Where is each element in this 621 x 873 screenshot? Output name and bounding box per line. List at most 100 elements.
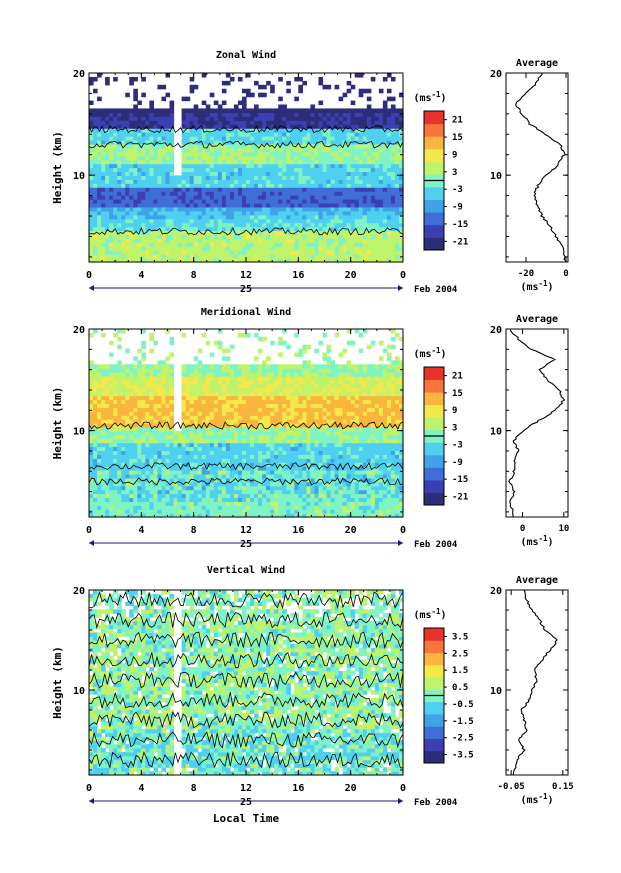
heatmap-cell	[189, 214, 195, 220]
heatmap-cell	[318, 462, 324, 467]
heatmap-cell	[282, 120, 287, 125]
heatmap-cell	[366, 485, 372, 491]
heatmap-cell	[338, 230, 344, 236]
heatmap-cell	[374, 222, 380, 228]
heatmap-cell	[366, 450, 372, 455]
heatmap-cell	[338, 450, 344, 455]
heatmap-cell	[213, 124, 219, 129]
heatmap-cell	[209, 214, 215, 220]
heatmap-cell	[342, 143, 348, 149]
heatmap-cell	[129, 218, 134, 224]
heatmap-cell	[258, 462, 263, 467]
heatmap-cell	[145, 505, 150, 510]
heatmap-cell	[137, 179, 142, 184]
heatmap-cell	[362, 108, 368, 113]
heatmap-cell	[141, 175, 146, 180]
heatmap-cell	[378, 234, 384, 239]
heatmap-cell	[165, 199, 171, 204]
heatmap-cell	[117, 206, 122, 212]
heatmap-cell	[374, 199, 380, 204]
heatmap-cell	[350, 218, 356, 224]
heatmap-cell	[362, 250, 368, 255]
heatmap-cell	[201, 258, 207, 263]
heatmap-cell	[165, 187, 171, 192]
heatmap-cell	[229, 513, 235, 518]
heatmap-cell	[350, 155, 356, 161]
heatmap-cell	[161, 485, 167, 491]
heatmap-cell	[314, 250, 320, 255]
heatmap-cell	[165, 210, 171, 216]
heatmap-cell	[133, 104, 138, 110]
heatmap-cell	[274, 128, 279, 133]
heatmap-cell	[221, 199, 227, 204]
heatmap-cell	[254, 139, 259, 145]
heatmap-cell	[346, 481, 352, 487]
heatmap-cell	[229, 234, 235, 239]
heatmap-cell	[193, 446, 199, 452]
heatmap-cell	[290, 175, 295, 180]
heatmap-cell	[298, 454, 303, 459]
heatmap-cell	[274, 202, 279, 208]
heatmap-cell	[390, 230, 396, 236]
heatmap-cell	[346, 120, 352, 125]
heatmap-cell	[157, 132, 163, 137]
heatmap-cell	[306, 120, 312, 125]
heatmap-cell	[149, 489, 155, 495]
heatmap-cell	[141, 143, 146, 149]
heatmap-cell	[286, 477, 291, 483]
heatmap-cell	[237, 434, 243, 440]
heatmap-cell	[197, 171, 203, 176]
heatmap-cell	[398, 481, 404, 487]
heatmap-cell	[278, 258, 283, 263]
heatmap-cell	[125, 509, 130, 514]
heatmap-cell	[274, 175, 279, 180]
heatmap-cell	[318, 430, 324, 436]
heatmap-cell	[145, 218, 150, 224]
heatmap-cell	[278, 430, 283, 436]
heatmap-cell	[286, 234, 291, 239]
heatmap-cell	[386, 238, 392, 243]
heatmap-cell	[193, 171, 199, 176]
heatmap-cell	[93, 430, 98, 436]
heatmap-cell	[378, 151, 384, 157]
heatmap-cell	[213, 462, 219, 467]
heatmap-cell	[386, 132, 392, 137]
heatmap-cell	[314, 136, 320, 141]
heatmap-cell	[233, 446, 239, 452]
heatmap-cell	[342, 124, 348, 129]
heatmap-cell	[350, 159, 356, 165]
heatmap-cell	[165, 202, 171, 208]
heatmap-cell	[282, 242, 287, 247]
heatmap-cell	[161, 509, 167, 514]
heatmap-cell	[254, 470, 259, 475]
heatmap-cell	[93, 191, 98, 196]
heatmap-cell	[125, 477, 130, 483]
heatmap-cell	[145, 501, 150, 506]
heatmap-cell	[378, 139, 384, 145]
heatmap-cell	[113, 497, 118, 502]
heatmap-cell	[161, 136, 167, 141]
heatmap-cell	[97, 199, 102, 204]
heatmap-cell	[197, 477, 203, 483]
heatmap-cell	[237, 214, 243, 220]
heatmap-cell	[274, 187, 279, 192]
heatmap-cell	[205, 466, 211, 471]
heatmap-cell	[129, 210, 134, 216]
heatmap-cell	[129, 147, 134, 153]
heatmap-cell	[354, 108, 360, 113]
heatmap-cell	[274, 481, 279, 487]
colorbar-segment	[424, 186, 444, 200]
heatmap-cell	[266, 458, 271, 463]
heatmap-cell	[93, 470, 98, 475]
heatmap-cell	[201, 497, 207, 502]
heatmap-cell	[306, 175, 312, 180]
heatmap-cell	[318, 151, 324, 157]
heatmap-cell	[254, 458, 259, 463]
heatmap-cell	[193, 206, 199, 212]
heatmap-cell	[89, 139, 94, 145]
heatmap-cell	[250, 473, 255, 479]
heatmap-cell	[262, 84, 267, 90]
heatmap-cell	[117, 120, 122, 125]
heatmap-cell	[209, 120, 215, 125]
heatmap-cell	[137, 493, 142, 499]
